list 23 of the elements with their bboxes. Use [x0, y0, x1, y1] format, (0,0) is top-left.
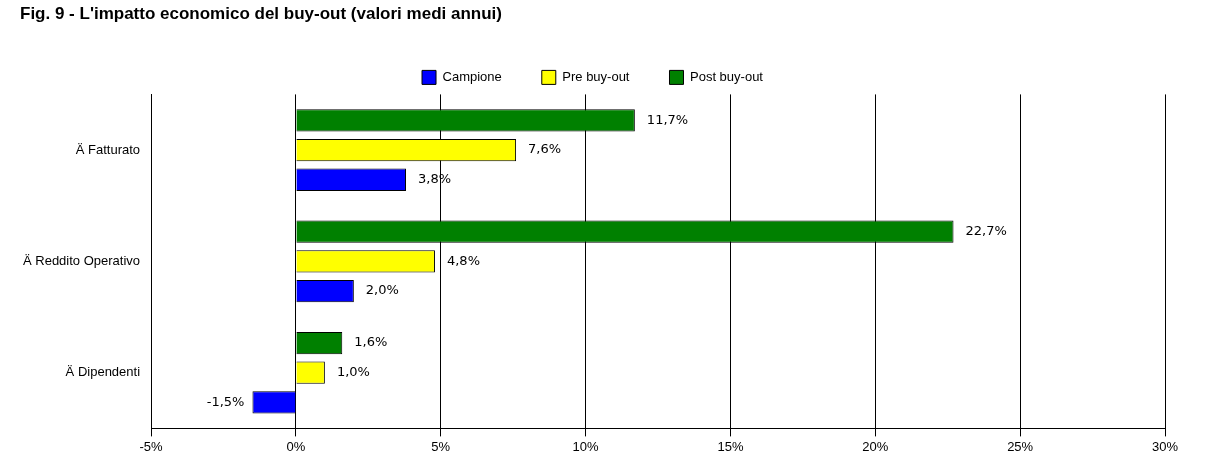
y-tick-label: Ä Reddito Operativo: [22, 252, 141, 268]
data-label: 7,6%: [528, 141, 562, 157]
y-tick-label: Ä Dipendenti: [65, 364, 141, 380]
x-tick-label: 10%: [572, 438, 600, 454]
data-label: 2,0%: [365, 282, 399, 298]
x-tick-label: 5%: [431, 438, 451, 454]
data-label: 1,0%: [336, 364, 370, 380]
data-label: -1,5%: [206, 393, 245, 409]
data-label: 11,7%: [646, 111, 689, 127]
legend-label: Post buy-out: [689, 68, 764, 84]
data-label: 22,7%: [965, 223, 1007, 239]
x-tick-label: 0%: [286, 438, 306, 454]
x-tick-label: -5%: [139, 438, 164, 454]
data-label: 4,8%: [446, 252, 480, 268]
x-tick-label: 20%: [862, 438, 889, 454]
chart-title: Fig. 9 - L'impatto economico del buy-out (valori medi annui): [20, 3, 502, 23]
data-label: 1,6%: [354, 334, 388, 350]
legend-label: Campione: [442, 68, 502, 84]
legend-label: Pre buy-out: [562, 68, 630, 84]
x-tick-label: 30%: [1151, 438, 1179, 454]
x-tick-label: 25%: [1007, 438, 1034, 454]
y-tick-label: Ä Fatturato: [75, 141, 141, 157]
x-tick-label: 15%: [717, 438, 744, 454]
